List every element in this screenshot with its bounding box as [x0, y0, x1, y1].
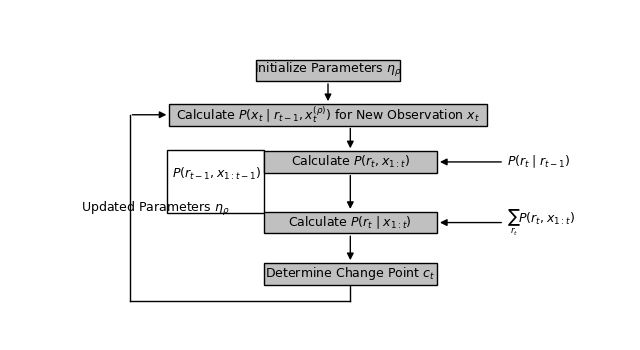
Text: $P(r_t \mid r_{t-1})$: $P(r_t \mid r_{t-1})$	[507, 154, 570, 170]
Text: Updated Parameters $\eta_{\rho}$: Updated Parameters $\eta_{\rho}$	[81, 200, 230, 218]
Text: Calculate $P(r_t, x_{1:t})$: Calculate $P(r_t, x_{1:t})$	[291, 154, 410, 170]
Text: Determine Change Point $c_t$: Determine Change Point $c_t$	[265, 265, 435, 282]
Bar	[264, 212, 437, 233]
Text: Calculate $P(r_t \mid x_{1:t})$: Calculate $P(r_t \mid x_{1:t})$	[289, 214, 412, 231]
Bar	[264, 263, 437, 285]
Bar	[167, 150, 264, 213]
Bar	[264, 151, 437, 173]
Bar	[169, 104, 487, 126]
Text: Calculate $P(x_t \mid r_{t-1}, x_t^{(\rho)})$ for New Observation $x_t$: Calculate $P(x_t \mid r_{t-1}, x_t^{(\rh…	[176, 104, 480, 125]
Text: Initialize Parameters $\eta_{\rho}$: Initialize Parameters $\eta_{\rho}$	[254, 61, 402, 79]
Text: $\sum_{r_t} P(r_t, x_{1:t})$: $\sum_{r_t} P(r_t, x_{1:t})$	[507, 207, 575, 238]
Text: $P(r_{t-1}, x_{1:t-1})$: $P(r_{t-1}, x_{1:t-1})$	[172, 166, 261, 182]
Bar	[256, 60, 400, 81]
